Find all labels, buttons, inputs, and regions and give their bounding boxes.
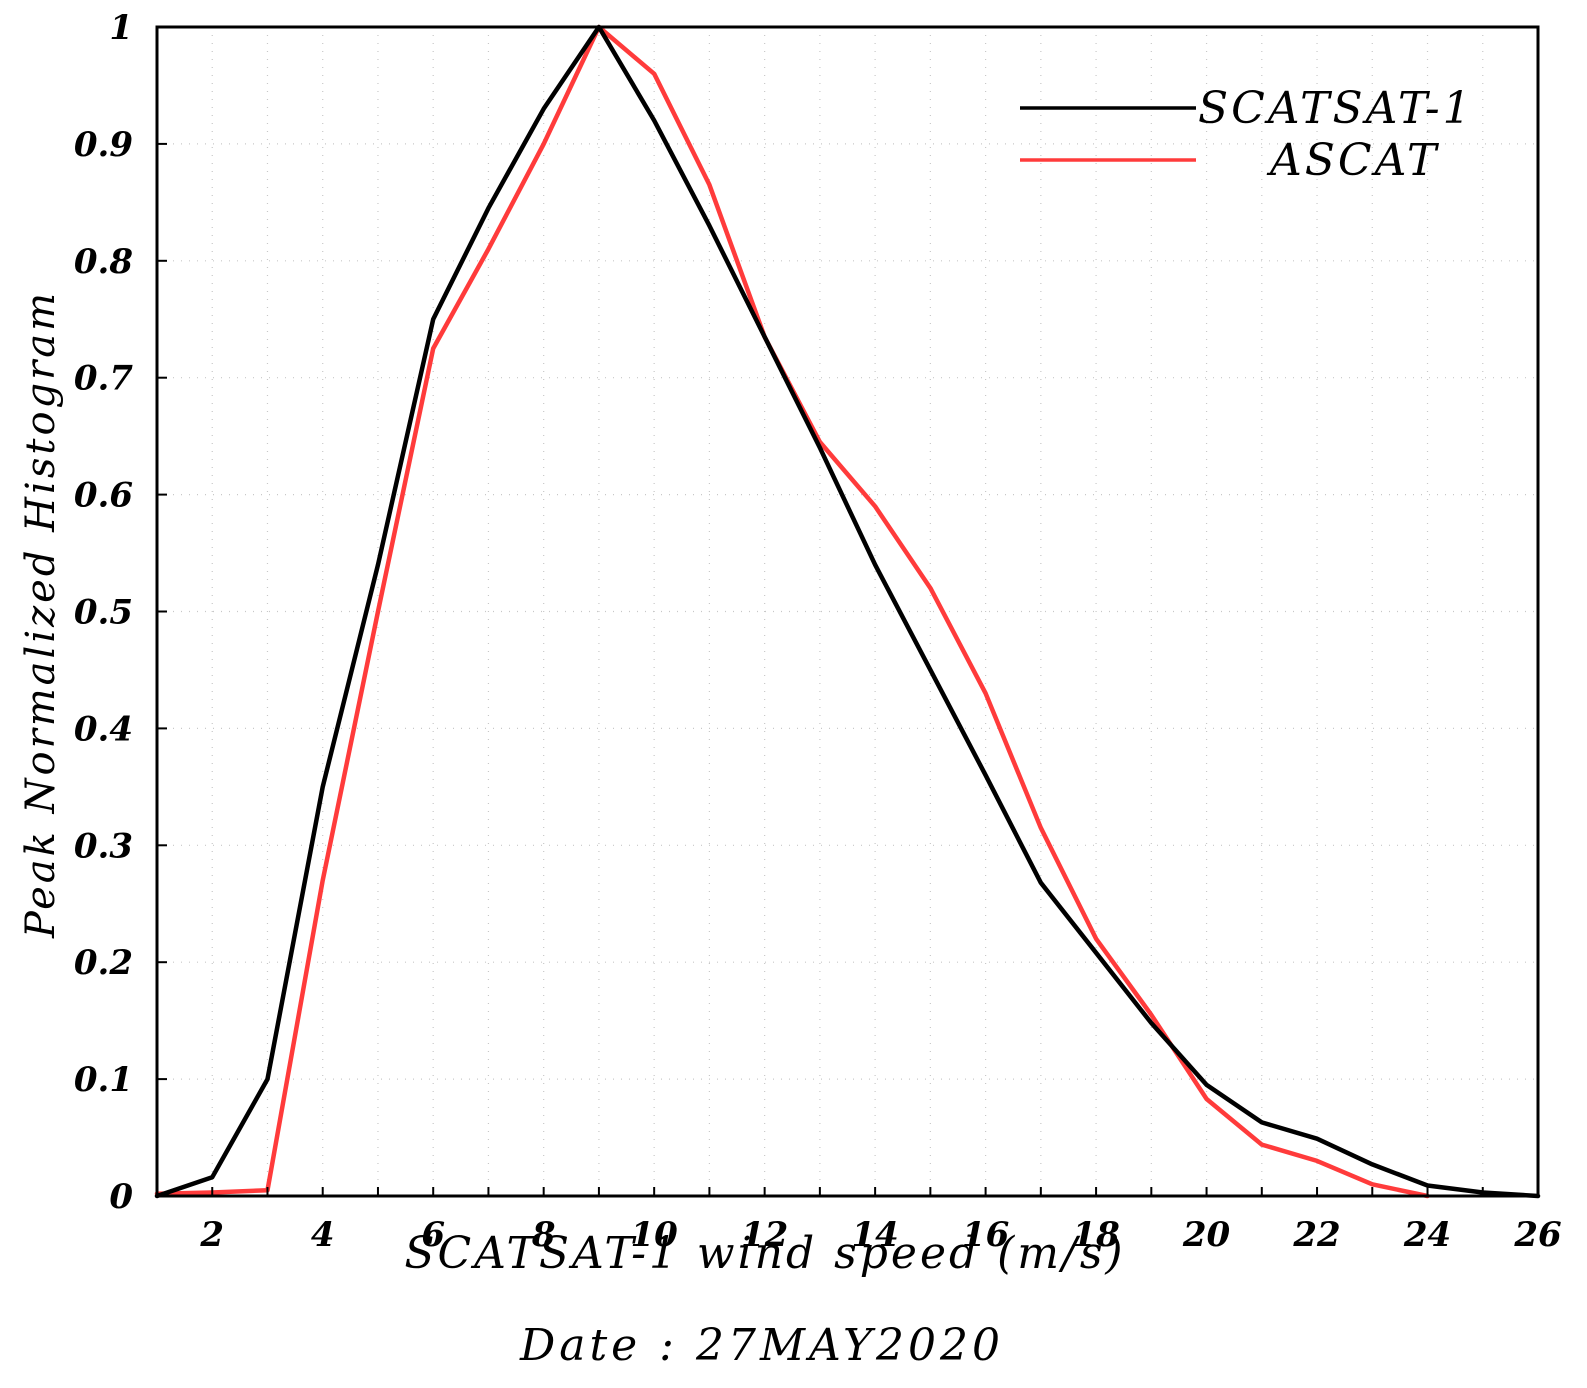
y-tick-label: 0.2 <box>74 943 133 983</box>
y-tick-label: 0.3 <box>74 826 133 866</box>
y-tick-label: 0.9 <box>74 125 133 165</box>
x-tick-label: 14 <box>851 1215 898 1255</box>
series-line-ascat <box>154 24 1430 1199</box>
x-tick-label: 22 <box>1292 1215 1340 1255</box>
x-tick-label: 16 <box>962 1215 1009 1255</box>
series-line-scatsat-1 <box>154 24 1541 1199</box>
x-tick-label: 18 <box>1072 1215 1119 1255</box>
legend-label: SCATSAT-1 <box>1198 83 1474 134</box>
x-tick-label: 2 <box>199 1215 224 1255</box>
y-tick-label: 0.1 <box>74 1060 133 1100</box>
y-tick-label: 0.4 <box>74 709 133 749</box>
x-tick-label: 24 <box>1403 1215 1451 1255</box>
y-tick-label: 0.8 <box>74 242 133 282</box>
y-axis-label: Peak Normalized Histogram <box>18 290 64 939</box>
x-tick-label: 12 <box>741 1215 788 1255</box>
date-label: Date : 27MAY2020 <box>519 1320 1004 1371</box>
legend-label: ASCAT <box>1266 135 1440 186</box>
x-tick-label: 4 <box>311 1215 335 1255</box>
y-tick-label: 1 <box>109 8 133 48</box>
x-tick-label: 8 <box>531 1215 556 1255</box>
series-lines <box>154 24 1541 1199</box>
y-tick-label: 0.7 <box>74 359 133 399</box>
x-tick-label: 10 <box>630 1215 678 1255</box>
x-tick-label: 20 <box>1182 1215 1231 1255</box>
axis-ticks: 2 4 6 8 10 12 14 16 18 20 22 24 2600.10.20.30.40.50.… <box>74 8 1562 1255</box>
x-axis-label: SCATSAT-1 wind speed (m/s) <box>404 1228 1125 1279</box>
y-tick-label: 0.6 <box>74 476 133 516</box>
y-tick-label: 0 <box>109 1177 133 1217</box>
y-tick-label: 0.5 <box>74 593 133 633</box>
x-tick-label: 26 <box>1513 1215 1561 1255</box>
x-tick-label: 6 <box>421 1215 445 1255</box>
